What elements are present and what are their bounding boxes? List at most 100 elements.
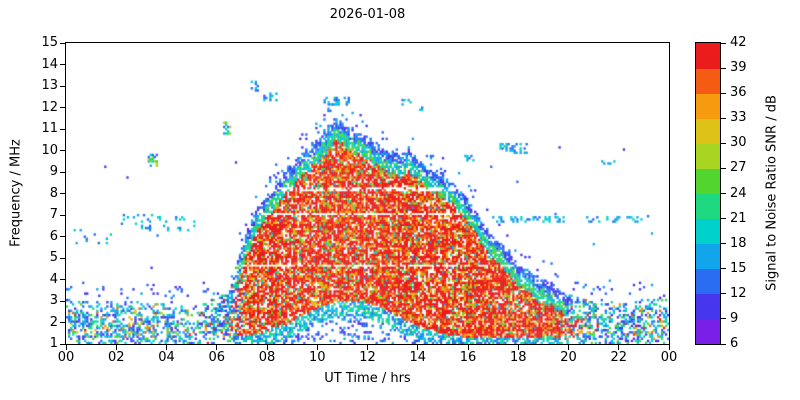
colorbar-segment	[696, 193, 720, 220]
colorbar-segment	[696, 293, 720, 320]
colorbar-segment	[696, 43, 720, 69]
y-tick-label: 13	[41, 78, 58, 93]
colorbar-segment	[696, 143, 720, 169]
colorbar-tick-label: 27	[730, 160, 747, 176]
colorbar-tick-mark	[721, 193, 726, 194]
colorbar-tick-label: 6	[730, 336, 739, 351]
x-tick-label: 12	[359, 350, 376, 365]
colorbar	[695, 42, 721, 345]
colorbar-tick-label: 42	[730, 35, 747, 50]
y-tick-mark	[60, 64, 65, 65]
x-tick-label: 22	[610, 350, 628, 365]
colorbar-tick-mark	[721, 268, 726, 270]
x-tick-mark	[417, 345, 419, 350]
y-tick-mark	[60, 322, 65, 323]
x-tick-label: 16	[459, 350, 477, 365]
x-tick-label: 18	[509, 350, 527, 365]
colorbar-tick-mark	[721, 117, 726, 119]
y-tick-mark	[60, 107, 65, 108]
x-tick-mark	[166, 345, 167, 350]
x-tick-mark	[316, 345, 318, 350]
x-axis-label: UT Time / hrs	[324, 371, 411, 386]
x-tick-label: 02	[107, 350, 125, 365]
colorbar-tick-label: 18	[730, 235, 747, 251]
x-tick-label: 00	[660, 350, 678, 365]
colorbar-segment	[696, 68, 720, 94]
y-tick-label: 15	[41, 35, 58, 50]
y-tick-mark	[60, 236, 65, 237]
y-tick-label: 8	[49, 185, 58, 201]
y-tick-label: 5	[49, 250, 58, 265]
colorbar-segment	[696, 168, 720, 194]
plot-area	[65, 42, 670, 345]
y-tick-label: 7	[49, 207, 58, 222]
x-tick-mark	[266, 345, 268, 350]
x-tick-mark	[568, 345, 569, 350]
colorbar-tick-mark	[721, 293, 726, 295]
y-tick-mark	[60, 279, 65, 280]
x-tick-mark	[668, 345, 670, 350]
y-tick-mark	[60, 300, 65, 302]
x-tick-mark	[367, 345, 368, 350]
colorbar-tick-mark	[721, 42, 726, 44]
colorbar-tick-mark	[721, 167, 726, 169]
y-tick-mark	[60, 343, 65, 345]
y-tick-label: 3	[49, 293, 58, 308]
y-tick-mark	[60, 85, 65, 87]
colorbar-segment	[696, 268, 720, 295]
colorbar-segment	[696, 218, 720, 245]
colorbar-tick-mark	[721, 92, 726, 94]
x-tick-mark	[216, 345, 218, 350]
y-tick-label: 9	[49, 164, 58, 179]
colorbar-tick-mark	[721, 343, 726, 345]
y-tick-label: 6	[49, 228, 58, 244]
x-tick-label: 08	[258, 350, 276, 365]
y-tick-mark	[60, 171, 65, 173]
colorbar-tick-mark	[721, 142, 726, 144]
x-tick-mark	[115, 345, 117, 350]
x-tick-label: 14	[409, 350, 427, 365]
x-tick-label: 10	[308, 350, 326, 365]
colorbar-segment	[696, 318, 720, 345]
y-tick-label: 14	[41, 56, 58, 72]
y-tick-mark	[60, 42, 65, 44]
y-tick-label: 11	[41, 121, 58, 136]
x-tick-label: 00	[57, 350, 75, 365]
x-tick-mark	[65, 345, 67, 350]
colorbar-segment	[696, 243, 720, 270]
colorbar-tick-label: 12	[730, 285, 747, 301]
colorbar-tick-label: 33	[730, 110, 747, 126]
x-tick-mark	[517, 345, 519, 350]
colorbar-tick-label: 21	[730, 210, 747, 226]
x-tick-mark	[467, 345, 469, 350]
colorbar-tick-mark	[721, 67, 726, 69]
colorbar-tick-label: 24	[730, 185, 747, 201]
colorbar-label: Signal to Noise Ratio SNR / dB	[764, 95, 780, 291]
colorbar-segment	[696, 118, 720, 144]
colorbar-tick-label: 15	[730, 260, 747, 276]
colorbar-tick-label: 36	[730, 85, 747, 101]
y-tick-label: 1	[49, 336, 58, 351]
y-tick-label: 10	[41, 142, 58, 158]
y-tick-mark	[60, 150, 65, 151]
x-tick-label: 04	[158, 350, 175, 365]
y-tick-mark	[60, 128, 65, 130]
y-axis-label: Frequency / MHz	[8, 139, 24, 247]
y-tick-label: 4	[49, 271, 58, 287]
y-tick-label: 12	[41, 99, 58, 115]
colorbar-tick-mark	[721, 318, 726, 320]
colorbar-tick-label: 30	[730, 135, 747, 151]
x-tick-mark	[618, 345, 620, 350]
y-tick-label: 2	[49, 314, 58, 330]
heatmap-canvas	[66, 43, 669, 344]
colorbar-tick-label: 39	[730, 60, 747, 76]
y-tick-mark	[60, 193, 65, 194]
y-tick-mark	[60, 214, 65, 216]
y-tick-mark	[60, 257, 65, 259]
colorbar-tick-mark	[721, 243, 726, 245]
chart-title: 2026-01-08	[329, 7, 406, 22]
colorbar-segment	[696, 93, 720, 119]
x-tick-label: 06	[208, 350, 226, 365]
x-tick-label: 20	[560, 350, 577, 365]
